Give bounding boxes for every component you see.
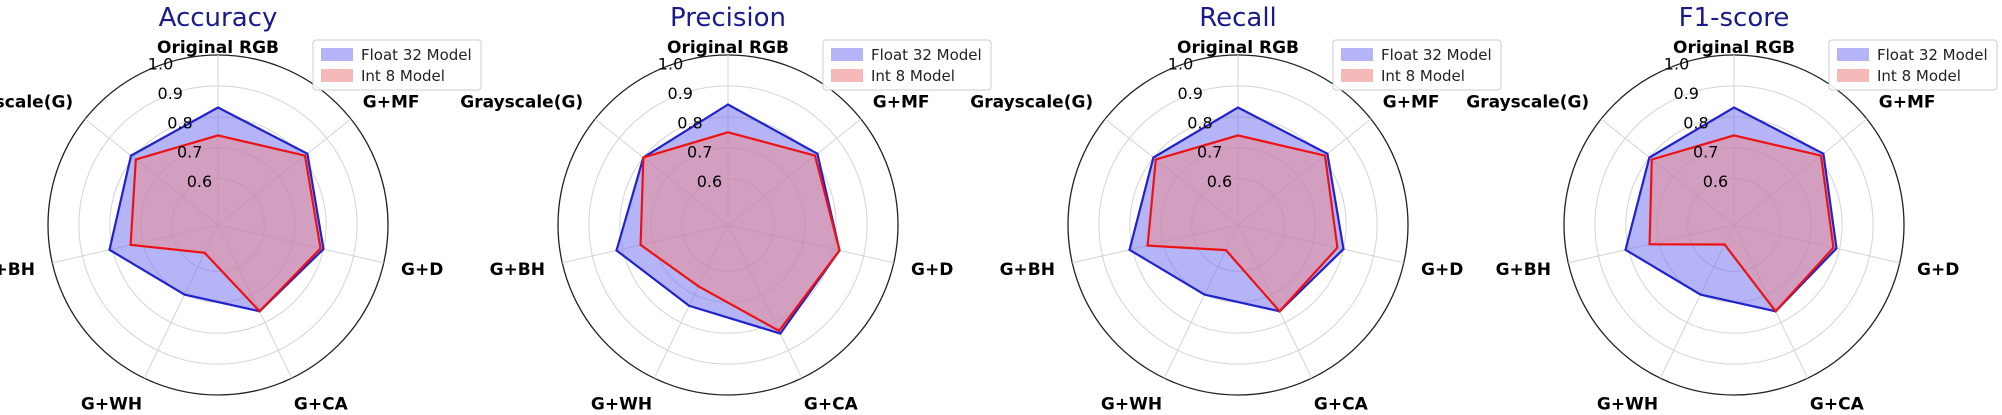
category-label: G+CA xyxy=(1810,394,1865,414)
legend-swatch-int8 xyxy=(321,69,353,82)
legend-box xyxy=(1828,39,1998,91)
category-label: G+WH xyxy=(1597,394,1658,414)
radial-tick-label: 0.7 xyxy=(177,143,202,162)
legend-label-int8: Int 8 Model xyxy=(1381,67,1465,85)
legend-swatch-float32 xyxy=(831,48,863,61)
category-label: Grayscale(G) xyxy=(0,93,73,113)
chart-title: Accuracy xyxy=(159,3,278,33)
legend-label-int8: Int 8 Model xyxy=(361,67,445,85)
category-label: Grayscale(G) xyxy=(1466,93,1589,113)
radial-tick-label: 1.0 xyxy=(1664,55,1689,74)
legend-swatch-float32 xyxy=(321,48,353,61)
radial-tick-label: 0.8 xyxy=(1187,113,1212,132)
radial-tick-label: 0.9 xyxy=(668,84,693,103)
category-label: G+CA xyxy=(804,394,859,414)
category-label: G+BH xyxy=(0,260,35,280)
category-label: G+WH xyxy=(81,394,142,414)
legend-box xyxy=(822,39,992,91)
radial-tick-label: 0.8 xyxy=(167,113,192,132)
radial-tick-label: 0.6 xyxy=(187,172,212,191)
legend-swatch-int8 xyxy=(1341,69,1373,82)
radial-tick-label: 0.7 xyxy=(687,143,712,162)
chart-title: Recall xyxy=(1199,3,1277,33)
category-label: G+D xyxy=(1917,260,1959,280)
legend-label-float32: Float 32 Model xyxy=(871,46,982,64)
chart-title: F1-score xyxy=(1679,3,1790,33)
category-label: Original RGB xyxy=(1673,38,1795,58)
radial-tick-label: 0.6 xyxy=(1207,172,1232,191)
legend-swatch-float32 xyxy=(1341,48,1373,61)
series-polygon-int8 xyxy=(1648,134,1835,314)
legend-label-int8: Int 8 Model xyxy=(1877,67,1961,85)
radial-tick-label: 0.7 xyxy=(1197,143,1222,162)
legend-swatch-int8 xyxy=(1837,69,1869,82)
legend-label-float32: Float 32 Model xyxy=(1877,46,1988,64)
category-label: G+BH xyxy=(1496,260,1551,280)
category-label: G+MF xyxy=(1879,93,1936,113)
category-label: G+WH xyxy=(1101,394,1162,414)
category-label: Original RGB xyxy=(1177,38,1299,58)
legend-box xyxy=(1332,39,1502,91)
category-label: G+D xyxy=(401,260,443,280)
category-label: G+MF xyxy=(873,93,930,113)
radial-tick-label: 0.9 xyxy=(1674,84,1699,103)
category-label: G+BH xyxy=(490,260,545,280)
series-polygon-int8 xyxy=(1146,134,1339,313)
category-label: G+D xyxy=(1421,260,1463,280)
legend-label-float32: Float 32 Model xyxy=(1381,46,1492,64)
category-label: G+MF xyxy=(1383,93,1440,113)
series-polygon-int8 xyxy=(639,131,841,333)
legend-swatch-int8 xyxy=(831,69,863,82)
chart-title: Precision xyxy=(670,3,786,33)
category-label: G+BH xyxy=(1000,260,1055,280)
radial-tick-label: 0.6 xyxy=(697,172,722,191)
category-label: G+MF xyxy=(363,93,420,113)
radial-tick-label: 1.0 xyxy=(658,55,683,74)
legend-swatch-float32 xyxy=(1837,48,1869,61)
legend-box xyxy=(312,39,482,91)
category-label: Original RGB xyxy=(157,38,279,58)
radial-tick-label: 0.9 xyxy=(1178,84,1203,103)
category-label: Grayscale(G) xyxy=(970,93,1093,113)
legend-label-float32: Float 32 Model xyxy=(361,46,472,64)
radial-tick-label: 0.9 xyxy=(158,84,183,103)
radial-tick-label: 0.8 xyxy=(677,113,702,132)
radial-tick-label: 1.0 xyxy=(148,55,173,74)
radial-tick-label: 0.6 xyxy=(1703,172,1728,191)
radial-tick-label: 0.7 xyxy=(1693,143,1718,162)
series-polygon-int8 xyxy=(129,134,322,313)
category-label: G+WH xyxy=(591,394,652,414)
radial-tick-label: 1.0 xyxy=(1168,55,1193,74)
category-label: Grayscale(G) xyxy=(460,93,583,113)
legend-label-int8: Int 8 Model xyxy=(871,67,955,85)
category-label: G+CA xyxy=(1314,394,1369,414)
category-label: G+D xyxy=(911,260,953,280)
category-label: G+CA xyxy=(294,394,349,414)
category-label: Original RGB xyxy=(667,38,789,58)
radial-tick-label: 0.8 xyxy=(1683,113,1708,132)
